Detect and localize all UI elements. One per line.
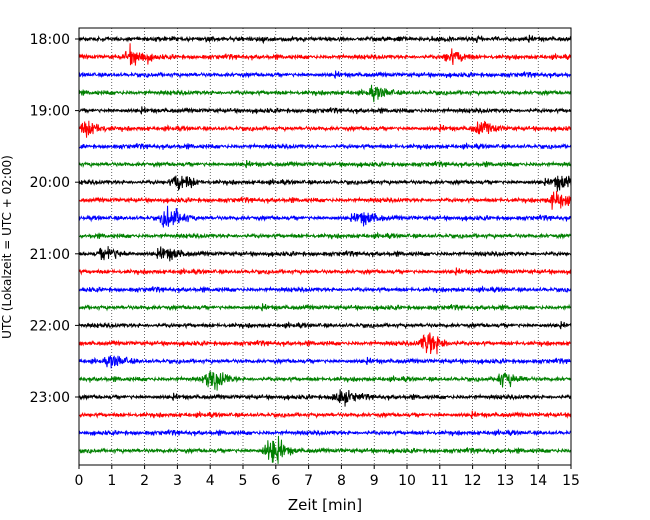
x-axis: 0 1 2 3 4 5 6 7 8 9 10 11 12 13 14 15: [75, 465, 580, 489]
trace-2100: [79, 246, 571, 262]
trace-2115: [79, 267, 571, 276]
x-tick-label-8: 8: [337, 473, 346, 489]
trace-2215: [79, 332, 571, 355]
trace-1845: [79, 84, 571, 103]
x-tick-label-1: 1: [107, 473, 116, 489]
y-tick-label-2100: 21:00: [30, 247, 70, 263]
y-tick-label-1900: 19:00: [30, 104, 70, 120]
trace-1945: [79, 160, 571, 169]
x-tick-label-15: 15: [562, 473, 580, 489]
x-tick-label-0: 0: [75, 473, 84, 489]
x-tick-label-9: 9: [370, 473, 379, 489]
trace-1915: [79, 120, 571, 138]
y-tick-label-1800: 18:00: [30, 32, 70, 48]
x-tick-label-7: 7: [304, 473, 313, 489]
x-tick-label-4: 4: [206, 473, 215, 489]
trace-2330: [79, 428, 571, 437]
trace-group: [79, 34, 571, 464]
trace-2130: [79, 285, 571, 294]
trace-2015: [79, 190, 571, 210]
x-tick-label-2: 2: [140, 473, 149, 489]
trace-2245: [79, 371, 571, 391]
x-tick-label-14: 14: [529, 473, 547, 489]
trace-1800: [79, 34, 571, 45]
x-tick-label-3: 3: [173, 473, 182, 489]
y-tick-label-2000: 20:00: [30, 175, 70, 191]
x-tick-label-12: 12: [464, 473, 482, 489]
x-tick-label-5: 5: [239, 473, 248, 489]
trace-1900: [79, 106, 571, 115]
y-tick-label-2300: 23:00: [30, 390, 70, 406]
trace-2030: [79, 205, 571, 228]
trace-2230: [79, 355, 571, 369]
trace-2315: [79, 410, 571, 419]
y-axis-label: UTC (Lokalzeit = UTC + 02:00): [0, 155, 14, 339]
trace-1815: [79, 43, 571, 66]
trace-1830: [79, 70, 571, 79]
trace-2145: [79, 303, 571, 312]
x-axis-label: Zeit [min]: [288, 496, 362, 514]
x-tick-label-11: 11: [431, 473, 449, 489]
trace-2345: [79, 435, 571, 464]
trace-2045: [79, 231, 571, 240]
x-tick-label-6: 6: [271, 473, 280, 489]
plot-frame: [78, 27, 572, 466]
x-tick-label-10: 10: [398, 473, 416, 489]
trace-2200: [79, 321, 571, 330]
x-tick-label-13: 13: [496, 473, 514, 489]
y-axis: 18:00 19:00 20:00 21:00 22:00 23:00: [30, 32, 79, 406]
trace-1930: [79, 142, 571, 151]
trace-2300: [79, 389, 571, 407]
y-tick-label-2200: 22:00: [30, 318, 70, 334]
trace-2000: [79, 175, 571, 192]
